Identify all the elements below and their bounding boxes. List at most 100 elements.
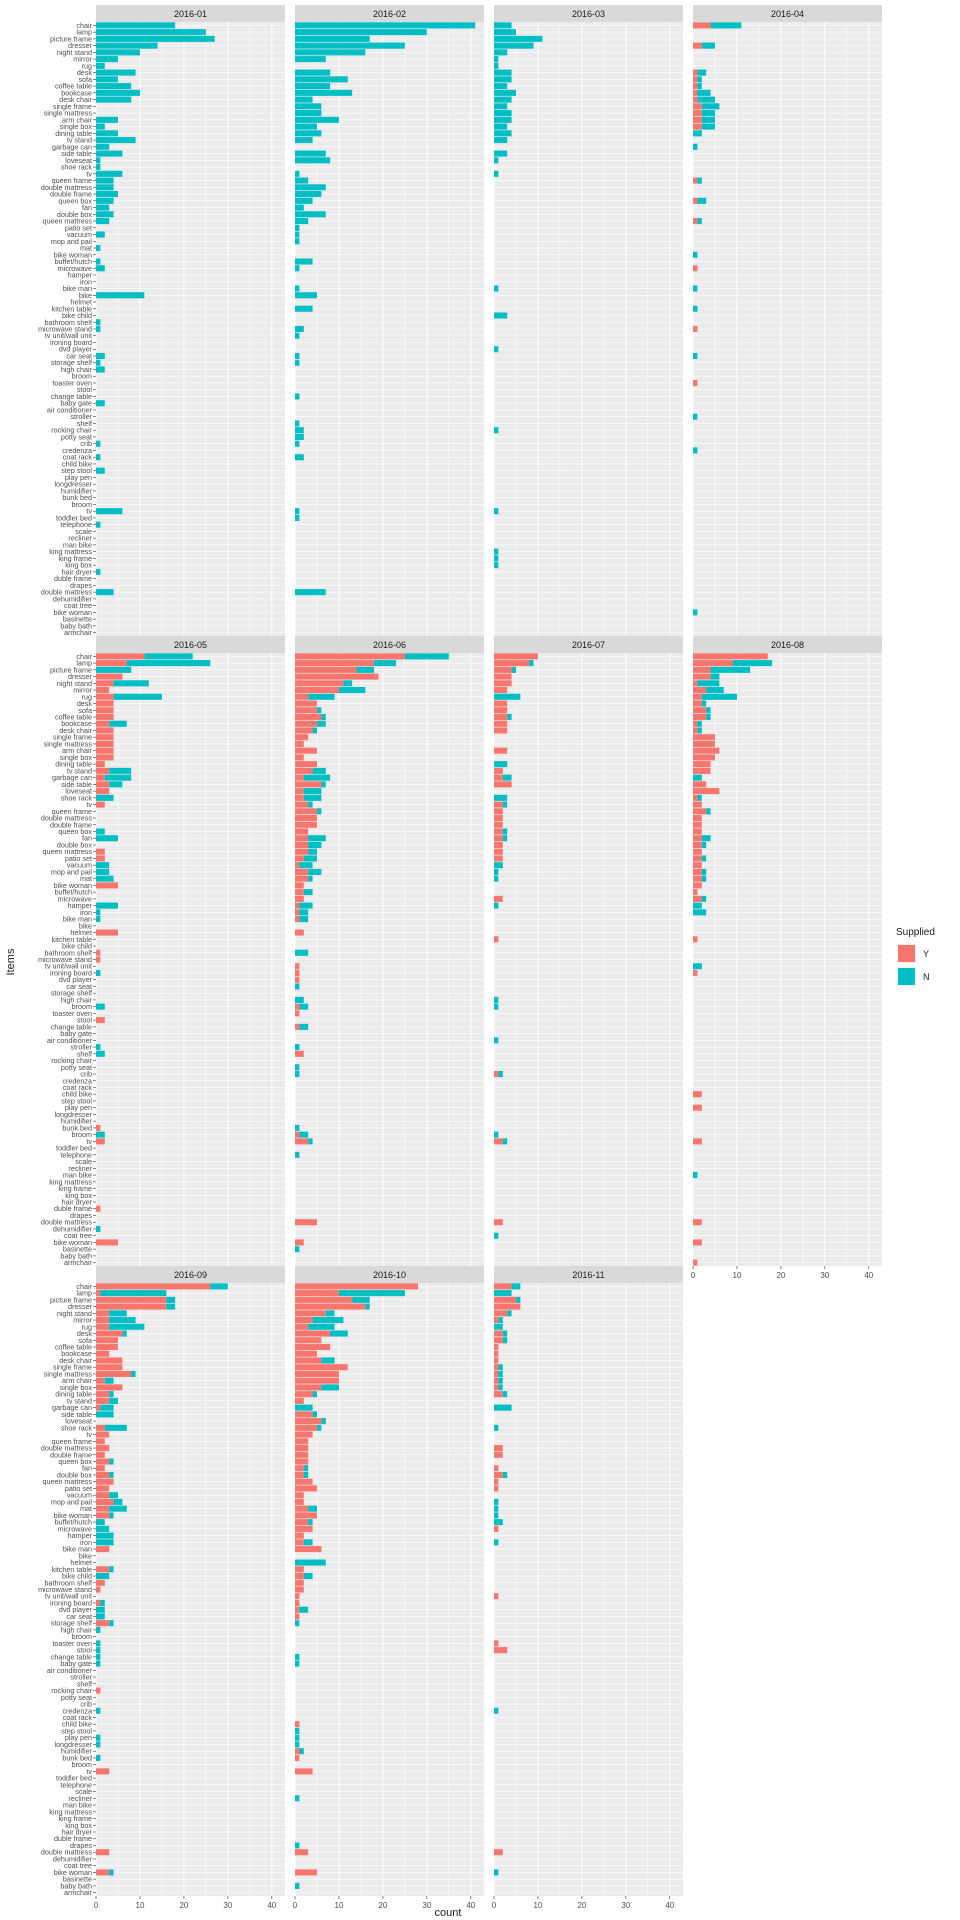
bar-supplied-n (96, 218, 110, 225)
bar-supplied-y (693, 862, 702, 869)
bar-supplied-y (96, 956, 101, 963)
bar-supplied-n (96, 454, 101, 461)
bar-supplied-n (502, 1330, 508, 1337)
bar-supplied-n (295, 184, 326, 191)
bar-supplied-y (96, 1377, 105, 1384)
y-tick-label: rocking chair (51, 1056, 92, 1065)
bar-supplied-n (338, 1290, 405, 1297)
bar-supplied-n (494, 875, 499, 882)
bar-supplied-n (308, 835, 326, 842)
x-tick-label: 40 (665, 1901, 674, 1910)
y-tick-label: tv stand (67, 136, 92, 145)
bar-supplied-y (693, 653, 768, 660)
bar-supplied-y (295, 1296, 353, 1303)
y-tick-label: rug (82, 692, 92, 701)
bar-supplied-y (96, 788, 110, 795)
bar-supplied-y (494, 653, 538, 660)
bar-supplied-n (109, 720, 127, 727)
bar-supplied-y (693, 673, 711, 680)
x-tick-label: 20 (577, 1901, 586, 1910)
bar-supplied-n (96, 1626, 101, 1633)
bar-supplied-n (295, 1842, 300, 1849)
bar-supplied-n (295, 325, 304, 333)
bar-supplied-y (96, 727, 114, 734)
bar-supplied-y (96, 1303, 167, 1310)
bar-supplied-y (494, 1640, 499, 1647)
bar-supplied-n (494, 1505, 499, 1512)
bar-supplied-n (96, 794, 114, 801)
facet-title: 2016-01 (174, 9, 207, 19)
bar-supplied-n (308, 841, 322, 849)
bar-supplied-n (697, 96, 715, 103)
y-tick-label: high chair (61, 1625, 93, 1634)
bar-supplied-y (494, 835, 503, 842)
bar-supplied-n (96, 56, 118, 63)
bar-supplied-n (96, 909, 101, 916)
y-tick-label: queen mattress (42, 217, 92, 226)
bar-supplied-y (494, 680, 512, 687)
bar-supplied-y (693, 794, 698, 801)
facet-panel-2016-07: 2016-07 (493, 636, 683, 1266)
bar-supplied-y (693, 1239, 702, 1246)
bar-supplied-y (494, 707, 508, 714)
y-tick-label: single mattress (44, 1369, 93, 1378)
bar-supplied-y (494, 747, 508, 754)
bar-supplied-n (303, 1539, 313, 1546)
bar-supplied-y (295, 687, 339, 694)
bar-supplied-n (299, 1023, 309, 1030)
bar-supplied-y (295, 1593, 300, 1600)
bar-supplied-y (494, 1337, 503, 1344)
y-tick-label: dresser (68, 41, 93, 50)
bar-supplied-n (96, 76, 118, 83)
y-tick-label: humidifier (61, 486, 93, 495)
bar-supplied-y (693, 69, 698, 76)
bar-supplied-y (295, 1411, 313, 1418)
bar-supplied-y (295, 875, 309, 882)
y-tick-label: baby bath (60, 621, 92, 630)
bar-supplied-n (295, 1124, 300, 1131)
bar-supplied-y (693, 781, 707, 788)
bar-supplied-n (494, 1519, 503, 1526)
bar-supplied-n (502, 828, 508, 835)
bar-supplied-n (109, 781, 123, 788)
bar-supplied-y (693, 116, 702, 123)
bar-supplied-y (96, 747, 114, 754)
y-tick-label: mop and pail (51, 237, 93, 246)
bar-supplied-n (701, 116, 715, 123)
y-tick-label: rug (82, 61, 92, 70)
bar-supplied-y (295, 1471, 304, 1479)
bar-supplied-n (96, 157, 101, 164)
y-tick-label: garbage can (52, 142, 92, 151)
bar-supplied-y (494, 1330, 503, 1337)
y-tick-label: car seat (66, 1612, 92, 1621)
bar-supplied-y (295, 1539, 304, 1546)
bar-supplied-y (494, 1391, 503, 1398)
y-tick-label: drapes (70, 1841, 92, 1850)
bar-supplied-n (96, 184, 114, 191)
x-tick-label: 40 (466, 1901, 475, 1910)
y-tick-label: mat (80, 874, 92, 883)
bar-supplied-n (96, 258, 101, 265)
bar-supplied-n (494, 862, 503, 869)
bar-supplied-y (96, 1586, 101, 1593)
bar-supplied-n (295, 1653, 300, 1660)
bar-supplied-n (295, 76, 348, 83)
y-tick-label: bike man (63, 1545, 92, 1554)
y-tick-label: king frame (58, 1184, 92, 1193)
y-tick-label: dehumidifier (53, 1854, 93, 1863)
bar-supplied-n (96, 1606, 105, 1613)
bar-supplied-n (693, 902, 702, 909)
y-tick-label: single frame (53, 733, 92, 742)
y-tick-label: bunk bed (62, 1123, 92, 1132)
y-tick-label: rocking chair (51, 426, 92, 435)
bar-supplied-y (693, 197, 698, 204)
bar-supplied-y (295, 1451, 309, 1458)
bar-supplied-n (529, 660, 534, 667)
facet-panel-2016-08: 2016-08 0 10 20 30 40 (691, 636, 882, 1280)
bar-supplied-y (693, 1091, 702, 1098)
bar-supplied-y (295, 1748, 300, 1755)
bar-supplied-y (693, 123, 702, 130)
facet-strip (96, 1266, 285, 1283)
bar-supplied-n (295, 137, 313, 144)
bar-supplied-y (693, 76, 698, 83)
